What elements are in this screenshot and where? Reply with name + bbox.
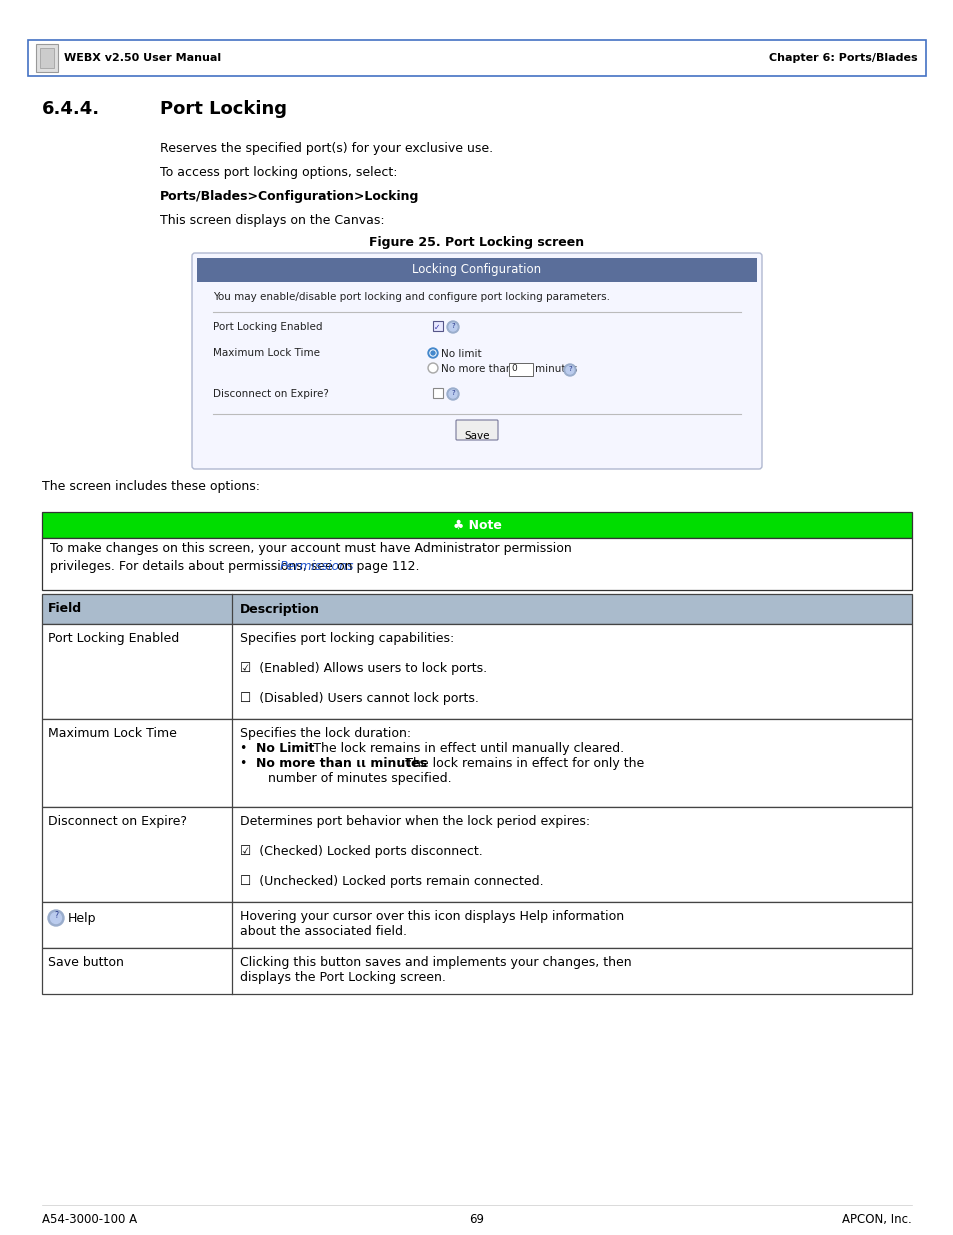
Text: ?: ? bbox=[451, 390, 455, 396]
Bar bbox=[433, 321, 442, 331]
Text: Ports/Blades>Configuration>Locking: Ports/Blades>Configuration>Locking bbox=[160, 190, 419, 203]
Circle shape bbox=[428, 348, 437, 358]
Text: Help: Help bbox=[68, 911, 96, 925]
Text: To make changes on this screen, your account must have Administrator permission: To make changes on this screen, your acc… bbox=[50, 542, 571, 555]
Circle shape bbox=[565, 366, 574, 374]
Circle shape bbox=[51, 913, 61, 924]
Bar bbox=[42, 624, 911, 719]
Text: APCON, Inc.: APCON, Inc. bbox=[841, 1213, 911, 1226]
Text: Chapter 6: Ports/Blades: Chapter 6: Ports/Blades bbox=[768, 53, 917, 63]
Text: Specifies port locking capabilities:: Specifies port locking capabilities: bbox=[240, 632, 454, 645]
Text: •: • bbox=[240, 757, 255, 769]
Text: Maximum Lock Time: Maximum Lock Time bbox=[48, 727, 176, 740]
Text: on page 112.: on page 112. bbox=[333, 559, 419, 573]
Bar bbox=[42, 719, 911, 806]
Text: ☑  (Enabled) Allows users to lock ports.: ☑ (Enabled) Allows users to lock ports. bbox=[240, 662, 487, 676]
Text: Field: Field bbox=[48, 603, 82, 615]
Text: minutes: minutes bbox=[535, 364, 577, 374]
Text: No more than ιι minutes: No more than ιι minutes bbox=[256, 757, 427, 769]
Text: Hovering your cursor over this icon displays Help information: Hovering your cursor over this icon disp… bbox=[240, 910, 623, 923]
Circle shape bbox=[563, 364, 576, 375]
Text: ☑  (Checked) Locked ports disconnect.: ☑ (Checked) Locked ports disconnect. bbox=[240, 845, 482, 858]
Text: Save button: Save button bbox=[48, 956, 124, 969]
Text: No Limit: No Limit bbox=[256, 742, 314, 755]
Text: 69: 69 bbox=[469, 1213, 484, 1226]
Text: ♣ Note: ♣ Note bbox=[452, 519, 501, 531]
Text: No limit: No limit bbox=[440, 350, 481, 359]
Text: Figure 25. Port Locking screen: Figure 25. Port Locking screen bbox=[369, 236, 584, 249]
Text: Clicking this button saves and implements your changes, then: Clicking this button saves and implement… bbox=[240, 956, 631, 969]
Text: A54-3000-100 A: A54-3000-100 A bbox=[42, 1213, 137, 1226]
Text: Specifies the lock duration:: Specifies the lock duration: bbox=[240, 727, 411, 740]
Bar bbox=[36, 44, 58, 72]
Circle shape bbox=[429, 364, 436, 372]
FancyBboxPatch shape bbox=[456, 420, 497, 440]
Text: This screen displays on the Canvas:: This screen displays on the Canvas: bbox=[160, 214, 384, 227]
Circle shape bbox=[447, 321, 458, 333]
Circle shape bbox=[447, 388, 458, 400]
Text: 0: 0 bbox=[511, 364, 517, 373]
Text: Reserves the specified port(s) for your exclusive use.: Reserves the specified port(s) for your … bbox=[160, 142, 493, 156]
Text: number of minutes specified.: number of minutes specified. bbox=[255, 772, 451, 785]
Bar bbox=[196, 258, 757, 282]
Text: Permissions: Permissions bbox=[279, 559, 354, 573]
Text: 6.4.4.: 6.4.4. bbox=[42, 100, 100, 119]
Bar bbox=[40, 48, 54, 68]
Circle shape bbox=[428, 363, 437, 373]
Text: Disconnect on Expire?: Disconnect on Expire? bbox=[213, 389, 329, 399]
Text: Port Locking Enabled: Port Locking Enabled bbox=[213, 322, 322, 332]
Bar bbox=[433, 388, 442, 398]
Bar bbox=[28, 40, 925, 77]
Text: : The lock remains in effect for only the: : The lock remains in effect for only th… bbox=[396, 757, 643, 769]
Bar bbox=[42, 594, 911, 624]
FancyBboxPatch shape bbox=[192, 253, 761, 469]
Bar bbox=[42, 948, 911, 994]
Text: ☐  (Disabled) Users cannot lock ports.: ☐ (Disabled) Users cannot lock ports. bbox=[240, 692, 478, 705]
Text: Maximum Lock Time: Maximum Lock Time bbox=[213, 348, 319, 358]
Text: ?: ? bbox=[568, 366, 571, 372]
Text: privileges. For details about permissions, see: privileges. For details about permission… bbox=[50, 559, 336, 573]
Bar bbox=[42, 902, 911, 948]
Text: WEBX v2.50 User Manual: WEBX v2.50 User Manual bbox=[64, 53, 221, 63]
Text: You may enable/disable port locking and configure port locking parameters.: You may enable/disable port locking and … bbox=[213, 291, 609, 303]
Bar bbox=[42, 806, 911, 902]
Bar bbox=[509, 363, 533, 375]
Text: Determines port behavior when the lock period expires:: Determines port behavior when the lock p… bbox=[240, 815, 590, 827]
Text: Port Locking Enabled: Port Locking Enabled bbox=[48, 632, 179, 645]
Text: To access port locking options, select:: To access port locking options, select: bbox=[160, 165, 397, 179]
Circle shape bbox=[449, 390, 456, 398]
Text: Description: Description bbox=[240, 603, 319, 615]
Bar bbox=[42, 538, 911, 590]
Text: ?: ? bbox=[451, 324, 455, 329]
Text: ✓: ✓ bbox=[434, 324, 440, 332]
Text: : The lock remains in effect until manually cleared.: : The lock remains in effect until manua… bbox=[305, 742, 624, 755]
Text: Port Locking: Port Locking bbox=[160, 100, 287, 119]
Circle shape bbox=[430, 350, 436, 356]
Text: about the associated field.: about the associated field. bbox=[240, 925, 407, 939]
Circle shape bbox=[431, 351, 435, 354]
Circle shape bbox=[449, 324, 456, 331]
Text: ?: ? bbox=[54, 911, 58, 920]
Circle shape bbox=[48, 910, 64, 926]
Text: No more than: No more than bbox=[440, 364, 512, 374]
Text: Locking Configuration: Locking Configuration bbox=[412, 263, 541, 277]
Text: •: • bbox=[240, 742, 255, 755]
Bar bbox=[42, 513, 911, 538]
Text: displays the Port Locking screen.: displays the Port Locking screen. bbox=[240, 971, 445, 984]
Text: ☐  (Unchecked) Locked ports remain connected.: ☐ (Unchecked) Locked ports remain connec… bbox=[240, 876, 543, 888]
Text: Disconnect on Expire?: Disconnect on Expire? bbox=[48, 815, 187, 827]
Text: Save: Save bbox=[464, 431, 489, 441]
Text: The screen includes these options:: The screen includes these options: bbox=[42, 480, 260, 493]
